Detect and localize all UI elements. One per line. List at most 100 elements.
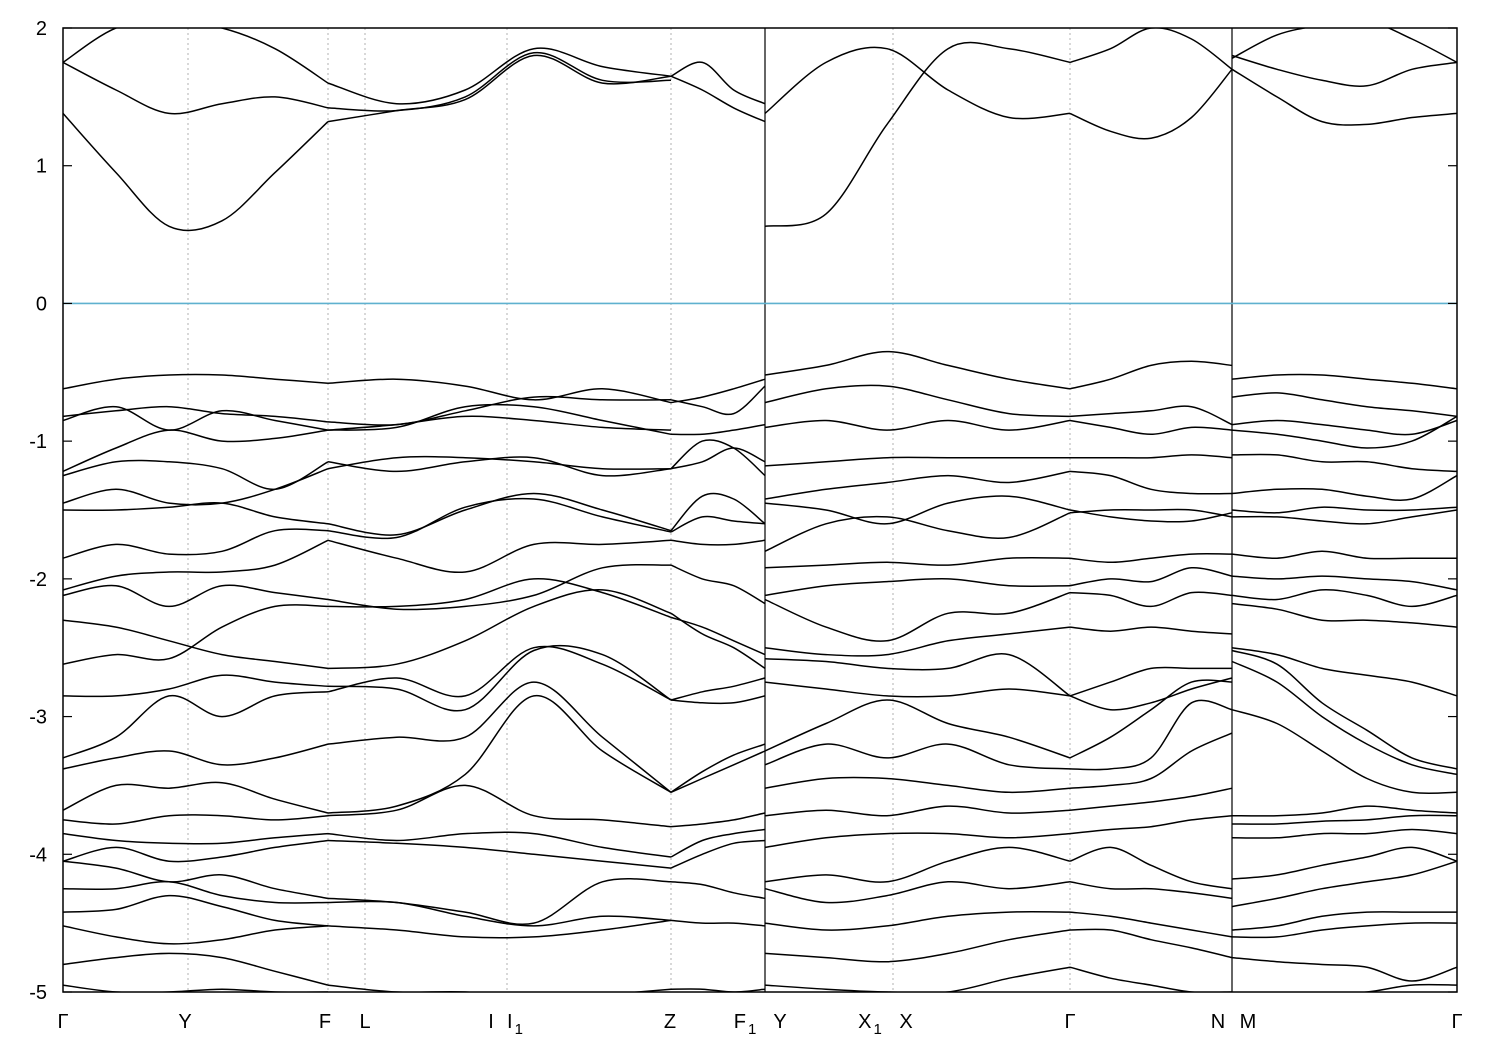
band-line bbox=[1069, 419, 1233, 436]
band-line bbox=[1231, 373, 1457, 390]
band-line bbox=[764, 929, 1071, 963]
band-line bbox=[764, 911, 1071, 931]
band-line bbox=[327, 497, 672, 540]
band-line bbox=[1070, 454, 1233, 459]
k-point-label: L bbox=[359, 1011, 370, 1033]
band-line bbox=[327, 589, 672, 670]
band-line bbox=[63, 839, 329, 863]
band-line bbox=[764, 456, 1070, 467]
band-line bbox=[63, 112, 329, 232]
band-line bbox=[1069, 846, 1233, 890]
band-line bbox=[1231, 708, 1457, 795]
plot-area bbox=[63, 28, 1457, 992]
band-line bbox=[1231, 649, 1457, 770]
band-line bbox=[670, 988, 766, 992]
plot-frame bbox=[62, 27, 1458, 993]
band-line bbox=[63, 860, 329, 900]
band-segment bbox=[1231, 28, 1457, 992]
band-line bbox=[1231, 860, 1457, 908]
band-line bbox=[63, 28, 329, 84]
band-line bbox=[1231, 54, 1457, 87]
k-point-label: Z bbox=[664, 1011, 676, 1033]
band-line bbox=[764, 419, 1071, 431]
band-line bbox=[670, 616, 766, 656]
band-line bbox=[670, 812, 766, 828]
y-tick-label: -5 bbox=[29, 982, 47, 1004]
k-point-label: N bbox=[1211, 1011, 1225, 1033]
band-line bbox=[1069, 626, 1233, 635]
y-axis-ticks: 2 1 0 -1 -2 -3 -4 -5 bbox=[29, 18, 1457, 1004]
band-line bbox=[764, 626, 1071, 657]
band-line bbox=[1231, 846, 1457, 880]
band-line bbox=[1069, 591, 1233, 608]
k-point-label: Γ bbox=[1451, 1011, 1462, 1033]
band-line bbox=[764, 495, 1071, 525]
band-line bbox=[1231, 602, 1457, 628]
k-point-label: Γ bbox=[1064, 1011, 1075, 1033]
band-line bbox=[327, 681, 672, 793]
y-tick-label: 1 bbox=[36, 156, 47, 178]
band-line bbox=[764, 699, 1071, 759]
band-line bbox=[327, 645, 672, 701]
band-line bbox=[670, 423, 766, 436]
band-line bbox=[670, 447, 766, 470]
band-line bbox=[327, 839, 672, 869]
band-line bbox=[63, 528, 329, 559]
band-line bbox=[1231, 550, 1457, 560]
band-line bbox=[1231, 814, 1457, 825]
band-line bbox=[670, 881, 766, 900]
band-line bbox=[1231, 956, 1457, 982]
band-line bbox=[1069, 679, 1233, 759]
band-line bbox=[670, 439, 766, 477]
band-line bbox=[670, 75, 766, 123]
band-line bbox=[63, 373, 329, 390]
k-point-gridlines bbox=[187, 28, 1233, 992]
band-line bbox=[1069, 68, 1233, 140]
band-line bbox=[327, 455, 672, 470]
band-line bbox=[764, 350, 1071, 390]
band-line bbox=[327, 395, 672, 426]
band-line bbox=[1231, 474, 1457, 501]
band-line bbox=[764, 653, 1071, 697]
band-line bbox=[1069, 732, 1233, 789]
band-line bbox=[1231, 28, 1457, 64]
band-line bbox=[63, 619, 329, 670]
band-line bbox=[63, 604, 329, 665]
band-line bbox=[764, 556, 1071, 569]
band-line bbox=[670, 695, 766, 705]
band-line bbox=[1069, 881, 1233, 900]
y-tick-label: 2 bbox=[36, 18, 47, 40]
band-line bbox=[670, 743, 766, 793]
band-line bbox=[1069, 666, 1232, 697]
band-line bbox=[327, 403, 672, 436]
band-line bbox=[764, 591, 1071, 642]
y-tick-label: -2 bbox=[29, 569, 47, 591]
band-line bbox=[1069, 928, 1233, 959]
band-line bbox=[670, 828, 766, 858]
k-point-label: Γ bbox=[57, 1011, 68, 1033]
band-line bbox=[1069, 911, 1233, 938]
band-line bbox=[1231, 453, 1457, 473]
band-line bbox=[1069, 360, 1233, 390]
band-line bbox=[1231, 646, 1457, 697]
band-line bbox=[327, 831, 672, 858]
band-line bbox=[764, 470, 1071, 500]
band-line bbox=[1069, 28, 1233, 70]
band-line bbox=[1231, 805, 1457, 817]
band-line bbox=[63, 405, 329, 423]
band-line bbox=[670, 378, 766, 404]
band-line bbox=[1231, 392, 1457, 418]
band-line bbox=[63, 925, 329, 945]
band-segment bbox=[764, 41, 1071, 992]
band-line bbox=[670, 612, 766, 670]
band-line bbox=[1231, 575, 1457, 591]
band-line bbox=[1231, 828, 1457, 839]
band-line bbox=[327, 784, 672, 828]
band-line bbox=[327, 378, 672, 404]
band-line bbox=[670, 750, 766, 793]
band-line bbox=[1069, 470, 1233, 495]
band-line bbox=[63, 502, 329, 525]
band-line bbox=[63, 61, 329, 115]
